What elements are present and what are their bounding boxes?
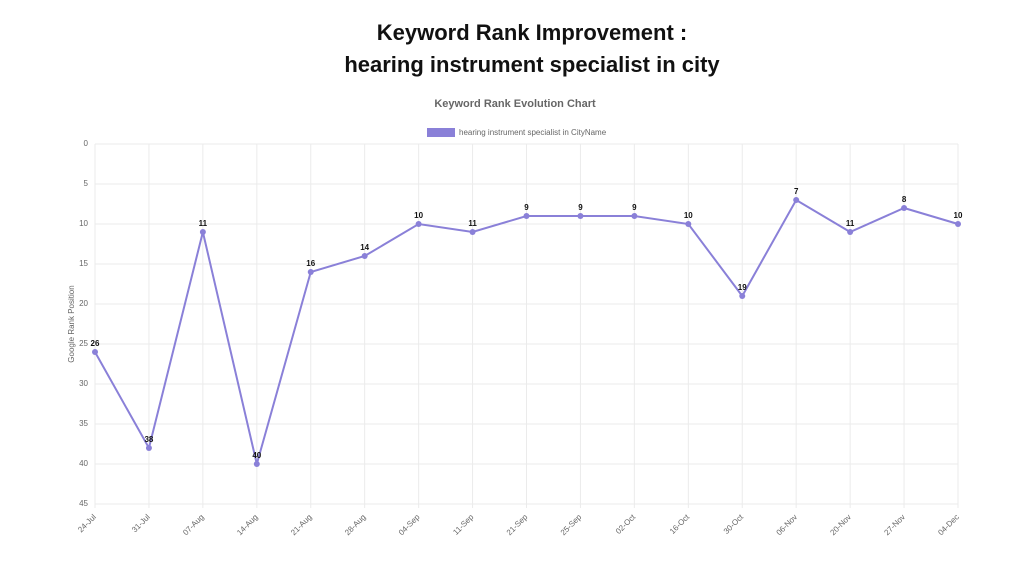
- data-point: [415, 221, 422, 227]
- x-tick-label: 21-Aug: [289, 513, 314, 538]
- y-tick-label: 20: [79, 299, 88, 308]
- data-label: 19: [738, 283, 747, 292]
- data-point: [361, 253, 368, 259]
- data-point: [685, 221, 692, 227]
- data-point: [92, 349, 98, 355]
- y-tick-label: 40: [79, 459, 88, 468]
- headline: hearing instrument specialist in city: [344, 52, 720, 77]
- x-tick-label: 28-Aug: [343, 513, 368, 538]
- headline: Keyword Rank Improvement :: [377, 20, 688, 45]
- x-tick-label: 21-Sep: [505, 512, 530, 537]
- x-tick-label: 14-Aug: [235, 513, 260, 538]
- data-label: 7: [794, 187, 799, 196]
- data-label: 14: [360, 243, 369, 252]
- data-label: 11: [468, 219, 477, 228]
- data-point: [793, 197, 800, 203]
- y-axis-label: Google Rank Position: [67, 285, 76, 362]
- x-tick-label: 06-Nov: [774, 513, 799, 538]
- x-tick-label: 04-Sep: [397, 512, 422, 537]
- x-tick-label: 04-Dec: [936, 513, 961, 538]
- data-point: [523, 213, 530, 219]
- x-tick-label: 30-Oct: [722, 512, 746, 536]
- y-tick-label: 35: [79, 419, 88, 428]
- x-tick-label: 25-Sep: [559, 512, 584, 537]
- legend-label: hearing instrument specialist in CityNam…: [459, 128, 607, 137]
- x-tick-label: 24-Jul: [76, 512, 98, 534]
- y-tick-label: 45: [79, 499, 88, 508]
- data-label: 8: [902, 195, 907, 204]
- x-tick-label: 11-Sep: [451, 512, 476, 537]
- data-label: 10: [684, 211, 693, 220]
- chart-title: Keyword Rank Evolution Chart: [434, 98, 596, 110]
- x-tick-label: 27-Nov: [882, 513, 907, 538]
- data-label: 10: [414, 211, 423, 220]
- data-point: [469, 229, 476, 235]
- y-tick-label: 30: [79, 379, 88, 388]
- y-tick-label: 10: [79, 219, 88, 228]
- data-label: 9: [524, 203, 529, 212]
- data-label: 16: [306, 259, 315, 268]
- data-label: 11: [846, 219, 855, 228]
- data-label: 26: [91, 339, 100, 348]
- data-point: [901, 205, 908, 211]
- legend-swatch: [427, 128, 455, 137]
- data-point: [955, 221, 961, 227]
- data-label: 38: [144, 435, 153, 444]
- data-label: 10: [954, 211, 963, 220]
- data-point: [253, 461, 260, 467]
- x-tick-label: 20-Nov: [828, 513, 853, 538]
- x-tick-label: 16-Oct: [668, 512, 692, 536]
- data-label: 11: [199, 219, 208, 228]
- data-point: [847, 229, 854, 235]
- x-tick-label: 07-Aug: [181, 513, 206, 538]
- data-label: 9: [578, 203, 583, 212]
- data-point: [199, 229, 206, 235]
- data-point: [145, 445, 152, 451]
- y-tick-label: 5: [84, 179, 89, 188]
- data-point: [631, 213, 638, 219]
- x-tick-label: 31-Jul: [130, 512, 152, 534]
- data-label: 9: [632, 203, 637, 212]
- data-point: [739, 293, 746, 299]
- y-tick-label: 15: [79, 259, 88, 268]
- data-point: [577, 213, 584, 219]
- data-point: [307, 269, 314, 275]
- y-tick-label: 0: [84, 139, 89, 148]
- x-tick-label: 02-Oct: [614, 512, 638, 536]
- y-tick-label: 25: [79, 339, 88, 348]
- data-label: 40: [252, 451, 261, 460]
